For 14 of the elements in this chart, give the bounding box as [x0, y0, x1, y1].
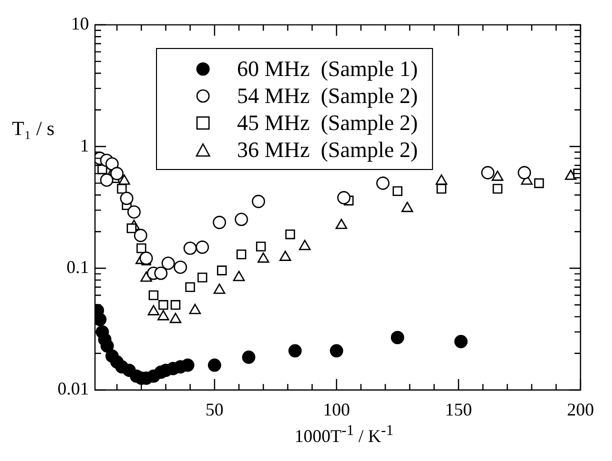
legend-label: 60 MHz (Sample 1)	[237, 55, 418, 82]
y-tick-label: 1	[80, 135, 89, 156]
y-tick-label: 0.01	[58, 378, 89, 399]
x-axis-title: 1000T$^{-1}$ / K$^{-1}$	[294, 423, 394, 447]
x-tick-label: 150	[445, 400, 472, 420]
x-tick-label: 50	[206, 400, 224, 420]
legend-label: 54 MHz (Sample 2)	[237, 82, 418, 109]
y-axis-title: T₁ / s	[12, 118, 55, 141]
legend-label: 36 MHz (Sample 2)	[237, 136, 418, 163]
y-tick-label: 0.1	[66, 257, 89, 277]
x-tick-label: 100	[323, 400, 350, 420]
y-tick-label: 10	[71, 14, 89, 34]
x-tick-label: 200	[567, 400, 594, 420]
legend-label: 45 MHz (Sample 2)	[237, 109, 418, 136]
